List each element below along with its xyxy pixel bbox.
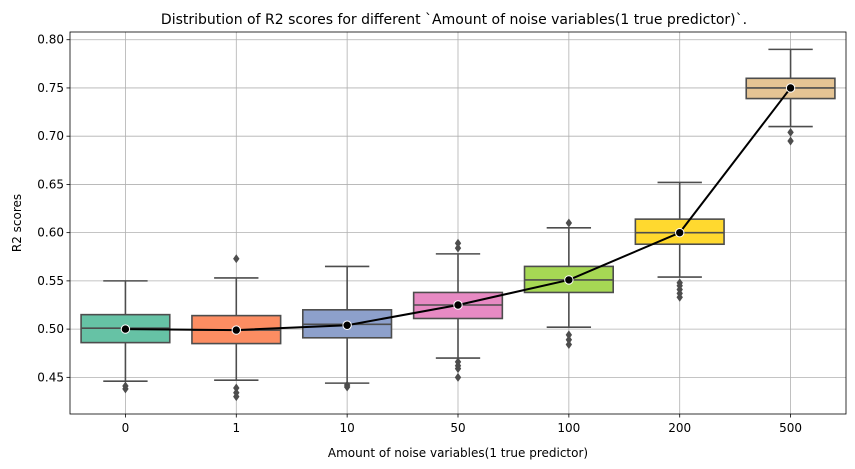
x-tick-label: 500 bbox=[779, 421, 802, 435]
y-tick-label: 0.50 bbox=[37, 322, 64, 336]
y-tick-label: 0.65 bbox=[37, 177, 64, 191]
mean-point bbox=[785, 83, 796, 93]
y-tick-label: 0.70 bbox=[37, 129, 64, 143]
outlier-marker bbox=[454, 238, 462, 248]
mean-point bbox=[675, 227, 685, 238]
x-tick-label: 100 bbox=[557, 421, 580, 435]
outlier-marker bbox=[676, 292, 683, 302]
x-tick-label: 200 bbox=[668, 421, 691, 435]
outlier-marker bbox=[565, 330, 573, 340]
y-tick-label: 0.80 bbox=[37, 33, 64, 47]
outlier-marker bbox=[233, 254, 240, 264]
outlier-marker bbox=[233, 392, 240, 402]
mean-point bbox=[453, 300, 463, 310]
mean-point bbox=[342, 320, 352, 330]
outlier-marker bbox=[565, 340, 573, 350]
outlier-marker bbox=[787, 136, 794, 146]
y-tick-label: 0.60 bbox=[37, 226, 64, 240]
mean-point bbox=[231, 325, 241, 335]
outlier-marker bbox=[454, 364, 462, 374]
outlier-marker bbox=[787, 127, 794, 137]
y-tick-label: 0.75 bbox=[37, 81, 64, 95]
mean-line-group bbox=[120, 83, 796, 335]
outlier-marker bbox=[233, 383, 240, 393]
x-tick-label: 1 bbox=[232, 421, 240, 435]
x-axis: 0 1 10 50 100 200 500 bbox=[122, 414, 802, 435]
mean-point bbox=[120, 324, 131, 334]
outlier-marker bbox=[454, 372, 462, 382]
x-tick-label: 10 bbox=[340, 421, 355, 435]
outlier-marker bbox=[565, 335, 573, 345]
mean-point bbox=[564, 275, 574, 285]
x-tick-label: 0 bbox=[122, 421, 130, 435]
y-tick-label: 0.45 bbox=[37, 370, 64, 384]
outlier-marker bbox=[343, 382, 351, 392]
outlier-marker bbox=[565, 218, 573, 228]
outlier-marker bbox=[454, 243, 462, 253]
y-tick-label: 0.55 bbox=[37, 274, 64, 288]
y-axis: 0.45 0.50 0.55 0.60 0.65 0.70 0.75 0.80 bbox=[37, 33, 70, 384]
y-axis-label: R2 scores bbox=[10, 194, 24, 252]
outlier-marker bbox=[122, 384, 129, 394]
chart-title: Distribution of R2 scores for different … bbox=[161, 12, 747, 28]
x-axis-label: Amount of noise variables(1 true predict… bbox=[328, 446, 588, 460]
box-plots bbox=[80, 48, 836, 402]
x-tick-label: 50 bbox=[450, 421, 465, 435]
